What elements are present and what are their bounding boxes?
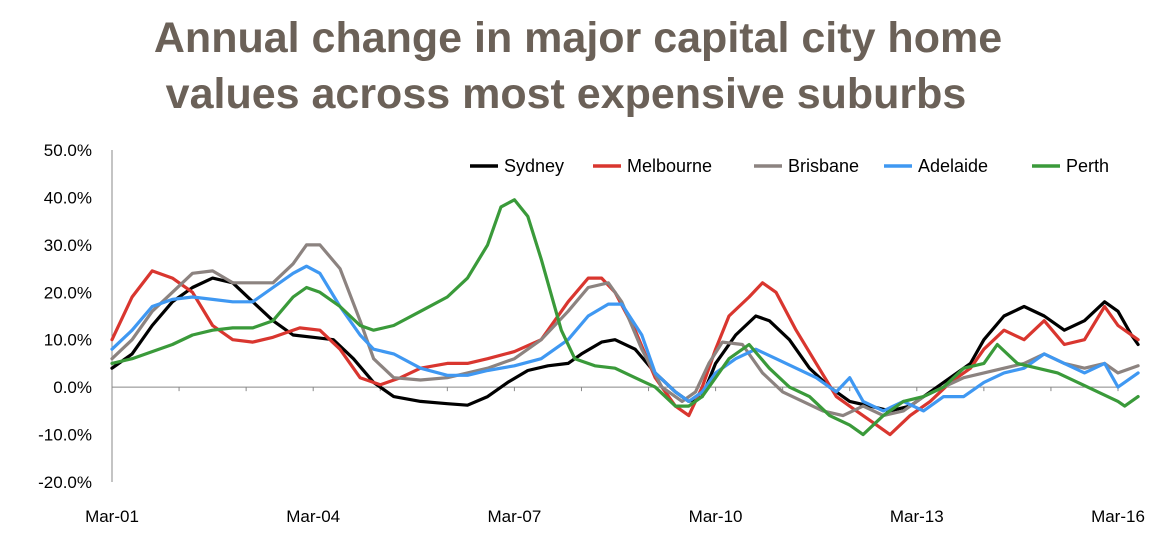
series-line-melbourne [110,269,1140,437]
series-line-adelaide [110,264,1140,413]
y-tick-label: 20.0% [44,283,92,302]
y-tick-label: 40.0% [44,188,92,207]
x-axis-tick-labels: Mar-01 Mar-04 Mar-07 Mar-10 Mar-13 Mar-16 [85,507,1145,526]
y-tick-label: -20.0% [38,473,92,492]
chart-axes [111,150,1119,482]
legend-label: Adelaide [918,156,988,176]
y-tick-label: 0.0% [53,378,92,397]
x-tick-label: Mar-10 [689,507,743,526]
y-tick-label: -10.0% [38,426,92,445]
legend-item-sydney: Sydney [470,156,564,176]
x-tick-label: Mar-16 [1091,507,1145,526]
y-tick-label: 30.0% [44,236,92,255]
legend-item-adelaide: Adelaide [884,156,988,176]
chart-title: Annual change in major capital city home… [154,14,1002,118]
chart-series [110,198,1140,437]
chart-title-line-1: Annual change in major capital city home [154,14,1002,62]
y-axis-tick-labels: 50.0% 40.0% 30.0% 20.0% 10.0% 0.0% -10.0% -20.0… [38,141,92,492]
legend-label: Sydney [504,156,564,176]
series-line-brisbane [110,243,1140,418]
y-tick-label: 50.0% [44,141,92,160]
legend-item-brisbane: Brisbane [754,156,859,176]
series-line-perth [110,198,1140,437]
x-tick-label: Mar-04 [286,507,340,526]
y-tick-label: 10.0% [44,331,92,350]
legend-label: Melbourne [627,156,712,176]
chart-title-line-2: values across most expensive suburbs [166,70,967,118]
legend-label: Brisbane [788,156,859,176]
x-tick-label: Mar-01 [85,507,139,526]
legend-item-perth: Perth [1032,156,1109,176]
legend-item-melbourne: Melbourne [593,156,712,176]
legend-label: Perth [1066,156,1109,176]
x-tick-label: Mar-07 [487,507,541,526]
x-tick-label: Mar-13 [890,507,944,526]
chart-legend: Sydney Melbourne Brisbane Adelaide Perth [470,156,1109,176]
